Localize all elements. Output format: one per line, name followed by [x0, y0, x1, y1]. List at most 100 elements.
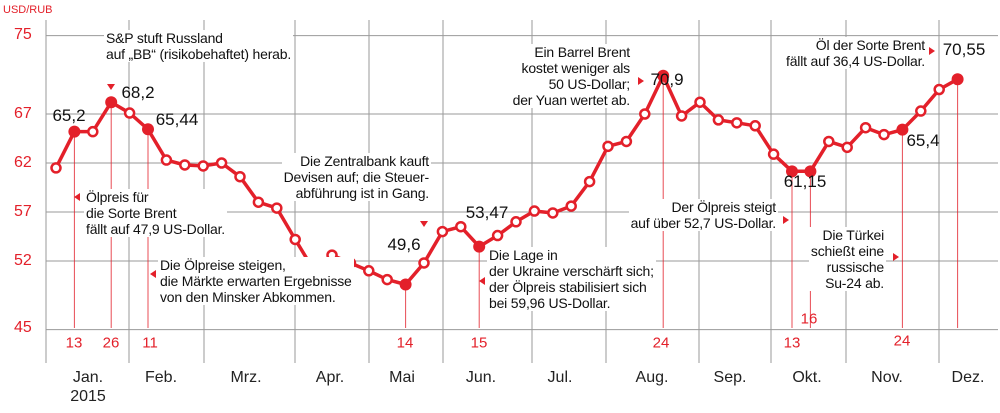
highlight-point [804, 165, 817, 178]
value-label: 61,15 [783, 172, 827, 191]
annotation-marker-icon [638, 77, 644, 85]
event-day-label: 11 [142, 334, 158, 352]
data-point [731, 117, 743, 129]
value-label: 68,2 [121, 83, 155, 102]
annotation-line: Die Türkei [822, 227, 884, 243]
annotation-line: der Ölpreis stabilisiert sich [489, 279, 647, 295]
annotation-marker-icon [783, 216, 789, 224]
annotation-line: 50 US-Dollar; [548, 76, 631, 92]
annotation-brent-36: Öl der Sorte Brent fällt auf 36,4 US-Dol… [784, 37, 927, 69]
data-point [234, 170, 246, 183]
highlight-point [399, 278, 412, 291]
annotation-marker-icon [893, 253, 899, 261]
y-tick-label: 52 [14, 252, 32, 269]
annotation-line: Die Zentralbank kauft [300, 153, 429, 169]
highlight-point [68, 125, 81, 138]
event-day-label: 13 [65, 334, 83, 352]
value-label: 49,6 [387, 235, 421, 254]
annotation-line: kostet weniger als [521, 60, 631, 76]
x-month-label: Mrz. [230, 369, 262, 386]
value-label: 65,4 [906, 131, 940, 150]
data-point [547, 207, 559, 219]
annotation-line: die Sorte Brent [86, 205, 177, 221]
highlight-point [105, 96, 118, 109]
data-point [510, 216, 522, 228]
annotation-oil-52: Der Ölpreis steigt auf über 52,7 US-Doll… [628, 199, 778, 231]
annotation-line: Öl der Sorte Brent [815, 37, 925, 53]
data-point [528, 205, 541, 217]
data-point [455, 220, 467, 233]
highlight-point [657, 69, 670, 82]
data-point [381, 273, 393, 286]
data-point [620, 135, 633, 148]
x-month-label: Jul. [547, 369, 573, 386]
annotation-line: russische [826, 259, 885, 275]
x-month-label: Okt. [792, 369, 822, 386]
annotation-line: abführung ist in Gang. [295, 185, 430, 201]
highlight-point [473, 240, 486, 253]
x-month-label: Jun. [465, 369, 497, 386]
x-month-label: Dez. [951, 369, 985, 386]
data-point [289, 233, 301, 246]
data-point [50, 162, 62, 174]
value-label: 70,55 [942, 40, 986, 59]
x-month-label: Nov. [871, 369, 903, 386]
annotation-line: fällt auf 47,9 US-Dollar. [86, 221, 225, 237]
value-label: 53,47 [465, 203, 509, 222]
annotation-line: Ölpreis für [86, 189, 149, 205]
event-day-label: 16 [800, 310, 818, 328]
annotation-turkey: Die Türkei schießt eine russische Su-24 … [808, 227, 886, 291]
value-label: 70,9 [650, 70, 684, 89]
annotation-line: schießt eine [810, 243, 884, 259]
annotation-line: von den Minsker Abkommen. [160, 289, 336, 305]
data-point [675, 110, 688, 122]
annotation-marker-icon [479, 277, 485, 285]
annotation-line: Devisen auf; die Steuer- [283, 169, 430, 185]
month-jan: Jan. [72, 369, 104, 386]
annotation-line: auf über 52,7 US-Dollar. [630, 215, 777, 231]
data-point [694, 96, 706, 108]
annotation-line: S&P stuft Russland [106, 30, 223, 46]
annotation-line: fällt auf 36,4 US-Dollar. [786, 53, 925, 69]
event-day-label: 26 [102, 334, 120, 352]
annotation-line: auf „BB“ (risikobehaftet) herab. [106, 46, 292, 62]
data-point [197, 160, 209, 172]
y-tick-label: 57 [14, 203, 32, 220]
data-point [363, 265, 375, 277]
annotation-line: der Yuan wertet ab. [512, 92, 631, 108]
data-point [602, 140, 614, 153]
x-month-label: Feb. [144, 369, 178, 386]
annotation-minsk: Die Ölpreise steigen, die Märkte erwarte… [158, 257, 354, 305]
annotation-brent-47: Ölpreis für die Sorte Brent fällt auf 47… [84, 189, 227, 237]
annotation-line: die Märkte erwarten Ergebnisse [160, 273, 352, 289]
highlight-point [896, 123, 909, 136]
data-point [639, 108, 651, 120]
x-month-label: Apr. [315, 369, 345, 386]
annotation-line: der Ukraine verschärft sich; [489, 263, 654, 279]
value-label: 65,44 [155, 110, 199, 129]
data-point [418, 257, 430, 269]
annotation-line: Su-24 ab. [825, 275, 884, 291]
data-point [878, 128, 890, 141]
data-point [491, 229, 504, 242]
event-day-label: 14 [396, 334, 414, 352]
annotation-ukraine: Die Lage in der Ukraine verschärft sich;… [487, 247, 656, 311]
x-month-label: Mai [389, 369, 415, 386]
y-axis-unit: USD/RUB [3, 4, 53, 16]
data-point [712, 114, 725, 126]
annotation-line: Die Ölpreise steigen, [160, 257, 286, 273]
annotation-marker-icon [107, 84, 115, 90]
x-month-label: Aug. [635, 369, 669, 386]
highlight-point [142, 123, 154, 136]
data-point [160, 154, 173, 166]
y-tick-label: 45 [14, 319, 32, 336]
annotation-line: Die Lage in [489, 247, 558, 263]
highlight-point [951, 73, 964, 86]
y-tick-label: 67 [14, 105, 32, 122]
annotation-marker-icon [74, 193, 80, 201]
data-point [87, 125, 99, 138]
data-point [841, 141, 853, 154]
data-point [583, 175, 596, 188]
